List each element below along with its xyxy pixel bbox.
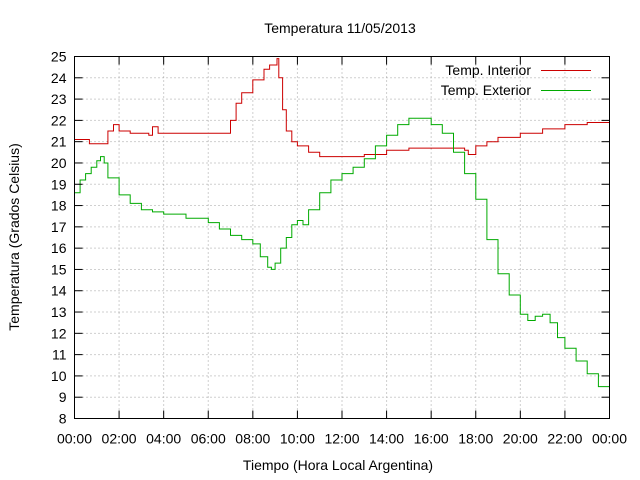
series-group: [74, 58, 610, 402]
series-line-interior: [74, 58, 610, 158]
chart-title: Temperatura 11/05/2013: [264, 20, 416, 36]
x-tick-label: 12:00: [324, 431, 359, 447]
x-tick-label: 18:00: [458, 431, 493, 447]
x-tick-label: 20:00: [503, 431, 538, 447]
x-tick-label: 16:00: [414, 431, 449, 447]
tick-marks: [74, 56, 610, 419]
y-tick-label: 18: [51, 198, 67, 214]
y-tick-label: 10: [51, 368, 67, 384]
x-tick-label: 04:00: [146, 431, 181, 447]
legend: Temp. Interior Temp. Exterior: [441, 62, 591, 98]
legend-label-exterior: Temp. Exterior: [441, 82, 532, 98]
x-tick-label: 02:00: [102, 431, 137, 447]
x-tick-label: 00:00: [592, 431, 627, 447]
y-tick-label: 25: [51, 49, 67, 65]
y-tick-label: 16: [51, 240, 67, 256]
legend-label-interior: Temp. Interior: [445, 62, 531, 78]
y-tick-label: 11: [52, 347, 67, 363]
x-tick-label: 06:00: [191, 431, 226, 447]
x-tick-labels: 00:00 02:00 04:00 06:00 08:00 10:00 12:00 14:00…: [57, 431, 627, 447]
y-tick-label: 15: [51, 261, 67, 277]
y-tick-label: 17: [51, 219, 67, 235]
x-tick-label: 14:00: [369, 431, 404, 447]
y-tick-label: 21: [51, 134, 67, 150]
y-tick-label: 9: [59, 389, 67, 405]
y-tick-label: 19: [51, 176, 67, 192]
x-tick-label: 10:00: [280, 431, 315, 447]
y-tick-label: 23: [51, 91, 67, 107]
x-tick-label: 08:00: [235, 431, 270, 447]
x-tick-label: 22:00: [547, 431, 582, 447]
series-line-exterior: [74, 117, 610, 402]
x-axis-label: Tiempo (Hora Local Argentina): [243, 457, 433, 473]
y-tick-label: 20: [51, 155, 67, 171]
y-axis-label: Temperatura (Grados Celsius): [6, 143, 22, 331]
y-tick-label: 24: [51, 70, 67, 86]
grid-lines: [74, 56, 610, 419]
y-tick-label: 22: [51, 112, 67, 128]
y-tick-label: 14: [51, 283, 67, 299]
y-tick-labels: 8 9 10 11 12 13 14 15 16 17 18 19 20 21 22 23 24 25: [51, 49, 67, 427]
y-tick-label: 8: [59, 411, 67, 427]
y-tick-label: 13: [51, 304, 67, 320]
y-tick-label: 12: [51, 325, 67, 341]
x-tick-label: 00:00: [57, 431, 92, 447]
